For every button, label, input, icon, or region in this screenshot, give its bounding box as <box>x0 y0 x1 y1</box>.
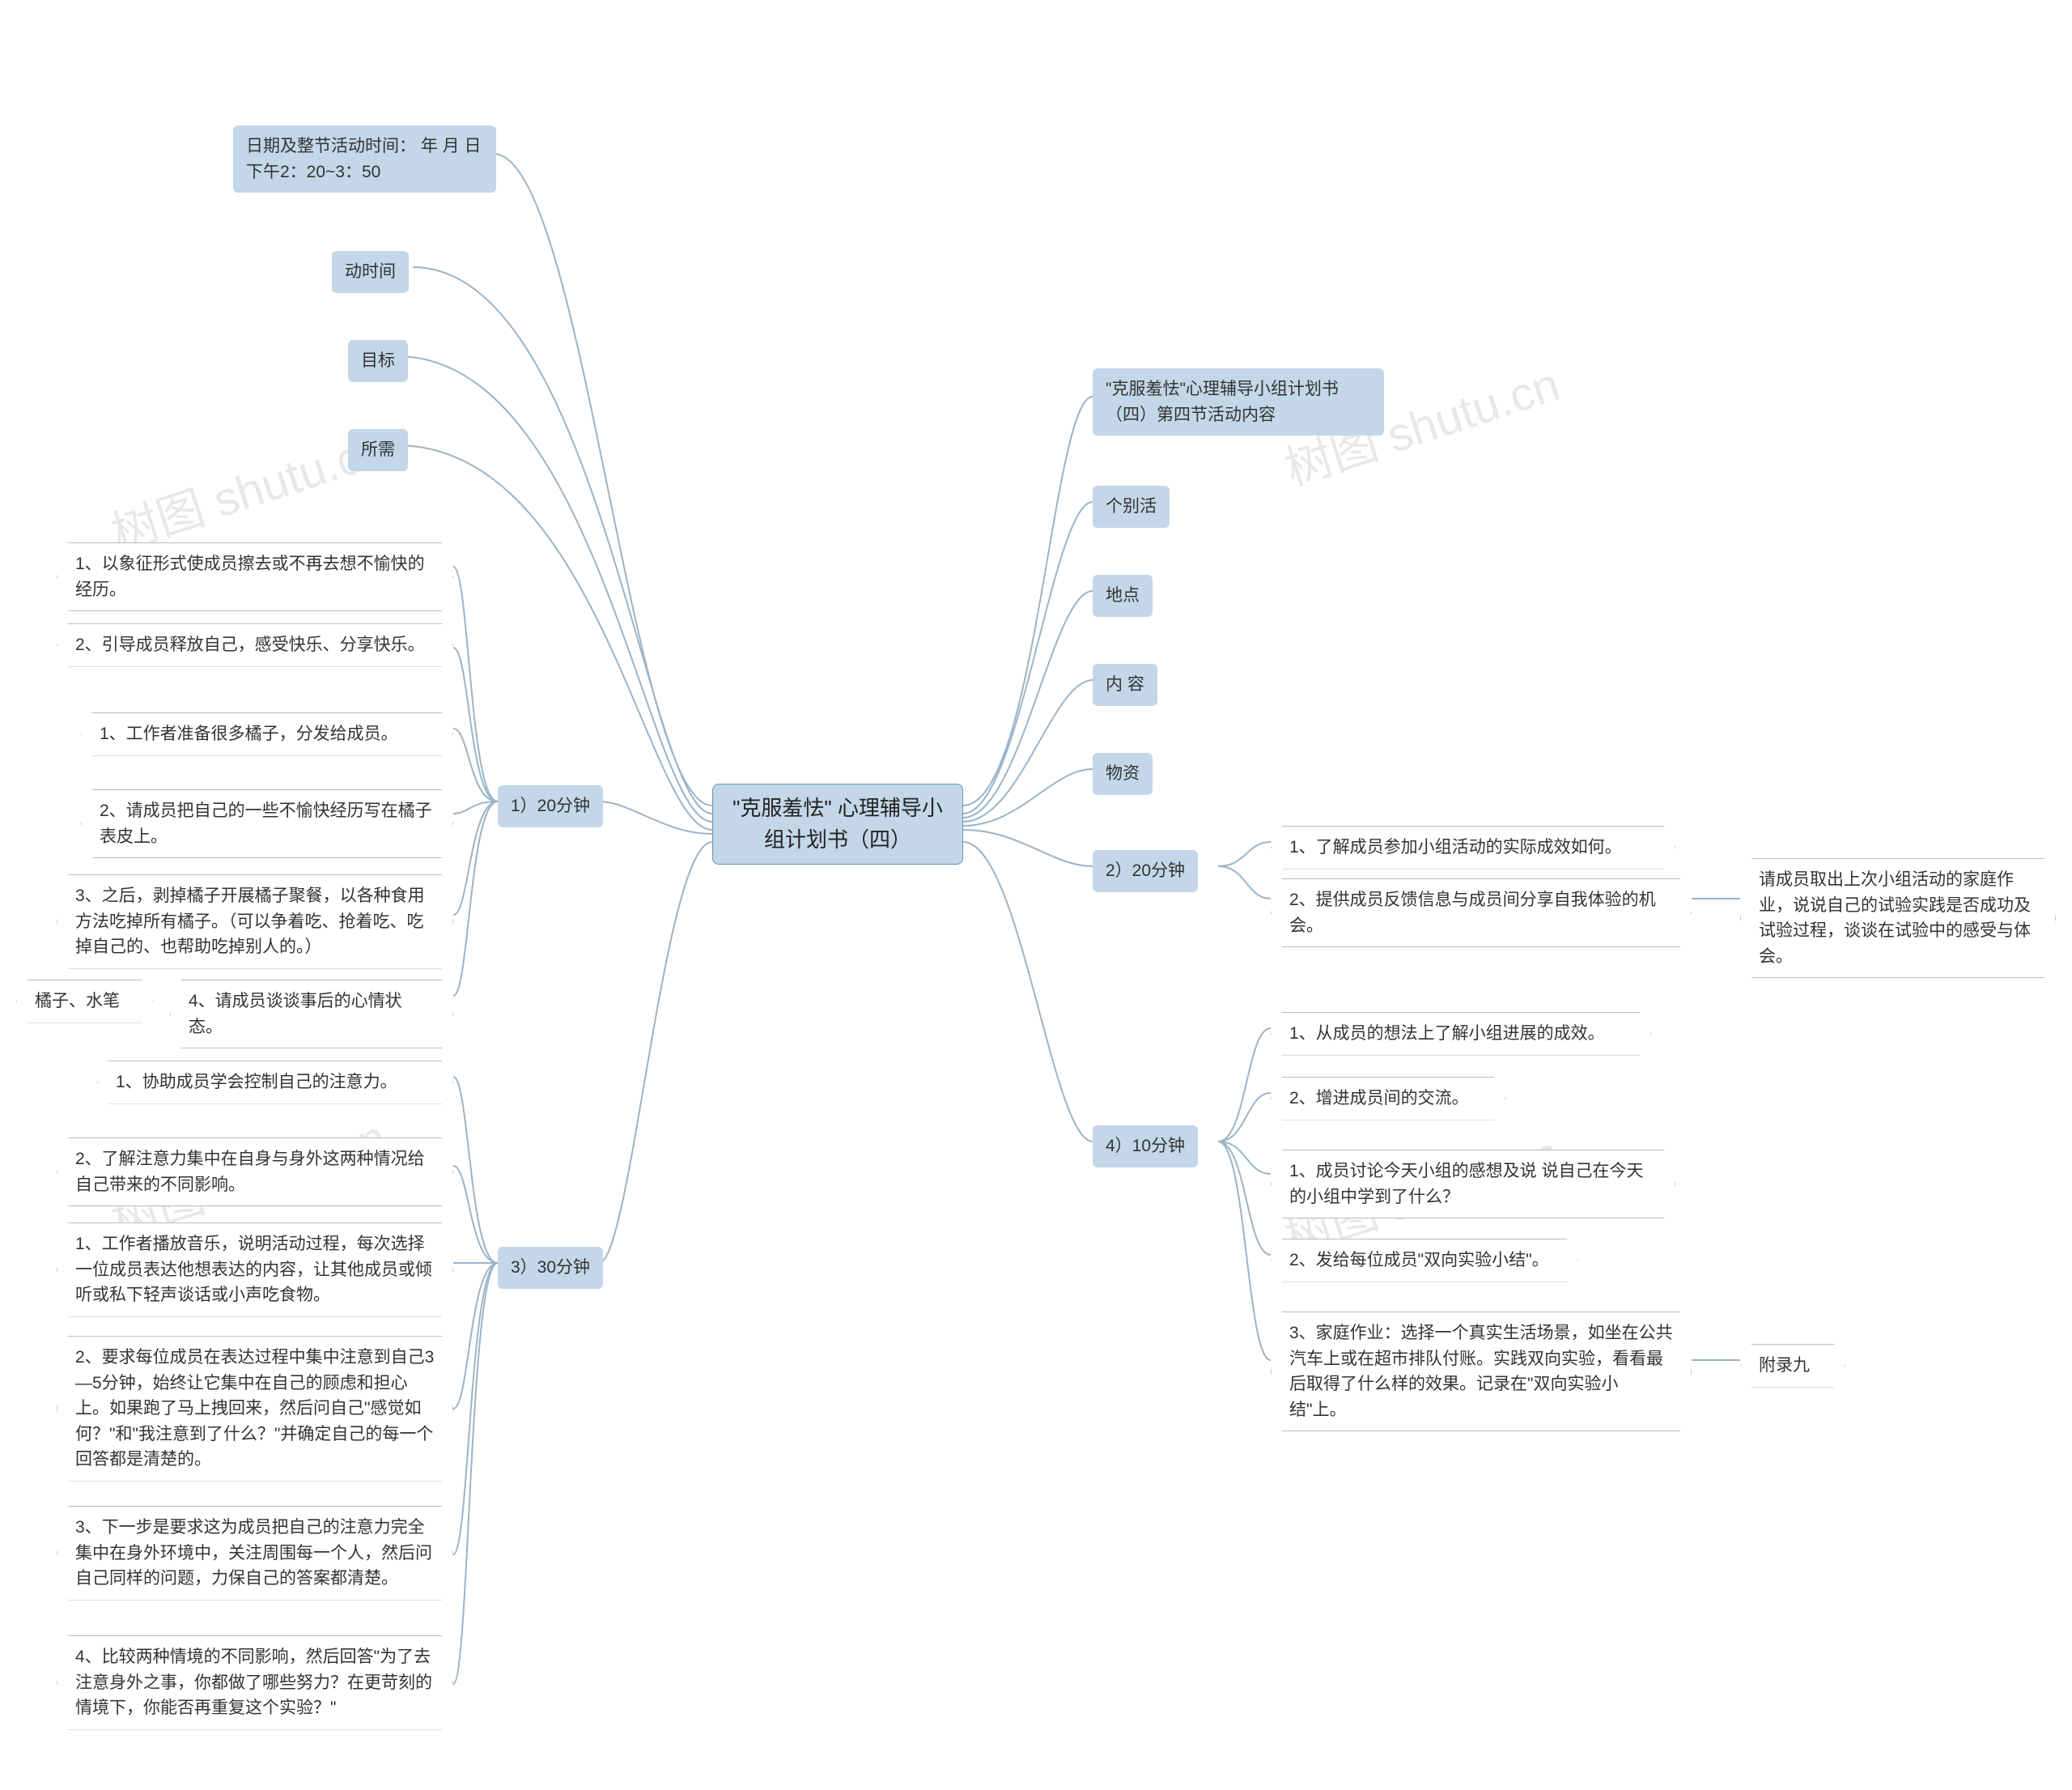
left-s1-header-b: 2、引导成员释放自己，感受快乐、分享快乐。 <box>57 623 453 667</box>
right-s2-tail: 附录九 <box>1740 1344 1845 1388</box>
right-label-material: 物资 <box>1093 753 1153 795</box>
left-label-time: 动时间 <box>332 251 409 293</box>
left-label-need: 所需 <box>348 429 408 471</box>
left-label-goal: 目标 <box>348 340 408 382</box>
right-s2-pre-2: 2、增进成员间的交流。 <box>1271 1077 1505 1120</box>
right-s1-item-2: 2、提供成员反馈信息与成员间分享自我体验的机会。 <box>1271 878 1692 947</box>
left-s1-item-4: 4、请成员谈谈事后的心情状态。 <box>170 980 453 1048</box>
right-s2-item-3: 3、家庭作业：选择一个真实生活场景，如坐在公共汽车上或在超市排队付账。实践双向实… <box>1271 1312 1692 1431</box>
left-s2-item-2: 2、要求每位成员在表达过程中集中注意到自己3—5分钟，始终让它集中在自己的顾虑和… <box>57 1336 453 1482</box>
left-s1-item-1: 1、工作者准备很多橘子，分发给成员。 <box>81 712 453 756</box>
right-label-content: 内 容 <box>1093 664 1157 706</box>
left-s2-item-1: 1、工作者播放音乐，说明活动过程，每次选择一位成员表达他想表达的内容，让其他成员… <box>57 1222 453 1317</box>
left-s1-tail: 橘子、水笔 <box>16 980 154 1023</box>
right-s1-item-1: 1、了解成员参加小组活动的实际成效如何。 <box>1271 826 1675 869</box>
right-s2-item-2: 2、发给每位成员"双向实验小结"。 <box>1271 1239 1578 1282</box>
center-node: "克服羞怯" 心理辅导小组计划书（四） <box>712 784 963 865</box>
left-s1-header-a: 1、以象征形式使成员擦去或不再去想不愉快的经历。 <box>57 542 453 611</box>
right-s2-label: 4）10分钟 <box>1093 1125 1198 1167</box>
right-label-individual: 个别活 <box>1093 486 1170 528</box>
left-s2-item-4: 4、比较两种情境的不同影响，然后回答"为了去注意身外之事，你都做了哪些努力？在更… <box>57 1635 453 1730</box>
right-s2-pre-1: 1、从成员的想法上了解小组进展的成效。 <box>1271 1012 1651 1056</box>
right-s1-label: 2）20分钟 <box>1093 850 1198 892</box>
right-s1-tail: 请成员取出上次小组活动的家庭作业，说说自己的试验实践是否成功及试验过程，谈谈在试… <box>1740 858 2056 978</box>
right-label-place: 地点 <box>1093 575 1153 617</box>
left-s2-label: 3）30分钟 <box>498 1247 603 1289</box>
left-s2-item-3: 3、下一步是要求这为成员把自己的注意力完全集中在身外环境中，关注周围每一个人，然… <box>57 1506 453 1601</box>
right-title-block: "克服羞怯"心理辅导小组计划书（四）第四节活动内容 <box>1093 368 1384 436</box>
left-s2-pre-1: 1、协助成员学会控制自己的注意力。 <box>97 1061 453 1104</box>
left-s1-label: 1）20分钟 <box>498 785 603 827</box>
left-datetime-block: 日期及整节活动时间： 年 月 日下午2：20~3：50 <box>233 125 496 193</box>
right-s2-item-1: 1、成员讨论今天小组的感想及说 说自己在今天的小组中学到了什么？ <box>1271 1150 1675 1218</box>
left-s2-pre-2: 2、了解注意力集中在自身与身外这两种情况给自己带来的不同影响。 <box>57 1137 453 1206</box>
left-s1-item-3: 3、之后，剥掉橘子开展橘子聚餐，以各种食用方法吃掉所有橘子。（可以争着吃、抢着吃… <box>57 874 453 969</box>
left-s1-item-2: 2、请成员把自己的一些不愉快经历写在橘子表皮上。 <box>81 789 453 858</box>
